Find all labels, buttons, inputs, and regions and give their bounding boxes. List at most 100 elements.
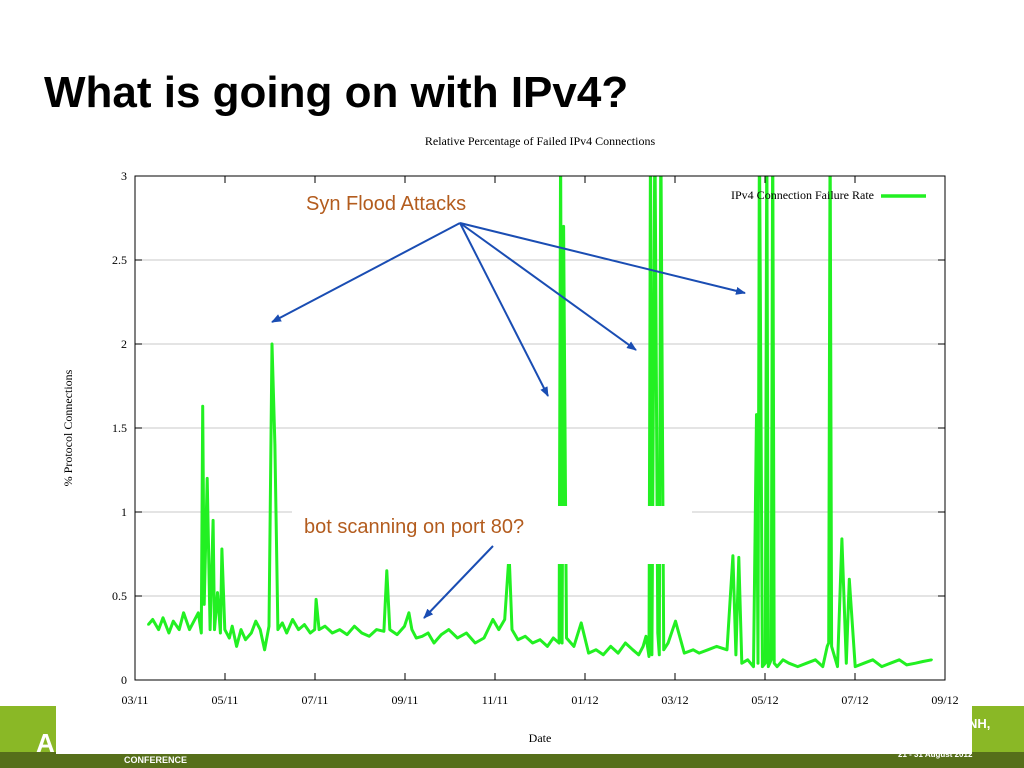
data-point [491,618,495,621]
failure-rate-chart: Relative Percentage of Failed IPv4 Conne… [61,126,959,745]
data-point [331,631,334,635]
data-point [644,635,648,638]
data-point [178,628,181,631]
chart-panel: Relative Percentage of Failed IPv4 Conne… [56,126,972,754]
data-point [778,662,782,665]
data-point [407,611,411,614]
data-point [421,635,424,638]
y-axis-label: % Protocol Connections [61,369,75,486]
data-point [410,628,414,631]
data-point [641,645,645,648]
data-point [259,628,262,631]
data-point [715,645,718,648]
x-tick-label: 03/12 [661,693,688,707]
data-point [775,665,779,668]
data-point [147,623,150,626]
data-point [220,547,224,551]
data-point [814,658,817,661]
data-point [281,621,284,625]
data-point [254,620,257,623]
data-point [239,628,243,631]
data-point [557,641,561,645]
data-point [756,662,760,665]
data-point [201,405,204,408]
data-point [263,648,266,651]
data-point [208,628,212,631]
y-tick-label: 2.5 [112,253,127,267]
data-point [360,631,363,635]
data-point [662,648,665,651]
data-point [213,628,216,631]
data-point [660,126,662,127]
data-point [725,648,729,651]
footer-date-text: 21 - 31 August 2012 [898,750,973,759]
data-point [524,635,527,638]
data-point [382,630,386,633]
data-point [440,633,443,636]
data-point [829,126,831,127]
data-point [821,665,824,668]
data-point [781,658,785,661]
data-point [683,651,686,655]
data-point [447,628,450,631]
data-point [552,636,555,640]
data-point [276,628,280,631]
data-point [862,662,866,665]
data-point [250,631,253,635]
data-point [200,631,203,635]
data-point [631,648,634,651]
data-point [562,225,565,228]
data-point [650,653,654,656]
data-point [182,611,185,614]
data-point [921,660,925,663]
slide-title: What is going on with IPv4? [44,68,629,117]
syn-flood-annotation: Syn Flood Attacks [306,193,466,215]
data-point [270,342,274,346]
data-point [151,618,154,621]
annotation-arrow-bot [423,545,494,619]
data-point [692,648,695,651]
data-point [314,598,318,601]
data-point [706,648,710,651]
y-tick-label: 0.5 [112,589,127,603]
chart-title: Relative Percentage of Failed IPv4 Conne… [425,134,656,148]
y-tick-label: 1.5 [112,421,127,435]
data-point [565,636,568,640]
y-tick-label: 0 [121,673,127,687]
data-point [666,641,670,645]
data-point [830,645,833,648]
conference-logo: A [36,728,55,758]
data-point [197,611,200,614]
data-point [285,631,288,635]
data-point [345,633,349,636]
data-point [538,638,542,641]
annotation-arrow-syn-2 [459,222,549,397]
data-point [914,662,917,665]
data-point [871,658,874,661]
data-point [211,519,215,522]
data-point [826,645,829,648]
data-point [734,653,738,656]
data-point [231,625,234,628]
data-point [827,641,830,645]
annotation-background [292,506,692,564]
data-point [787,662,791,665]
data-point [854,665,857,668]
data-point [303,623,306,626]
data-point [840,537,844,541]
data-point [167,631,171,635]
data-point [228,636,231,640]
data-point [323,625,327,628]
data-point [649,126,651,127]
data-point [674,620,677,623]
data-point [880,665,883,668]
data-point [172,620,175,623]
x-tick-label: 09/12 [931,693,958,707]
y-tick-label: 2 [121,337,127,351]
data-point [309,631,312,635]
data-point [313,628,316,631]
x-tick-label: 05/12 [751,693,778,707]
data-point [766,126,768,127]
data-point [385,569,388,572]
data-point [368,635,371,638]
